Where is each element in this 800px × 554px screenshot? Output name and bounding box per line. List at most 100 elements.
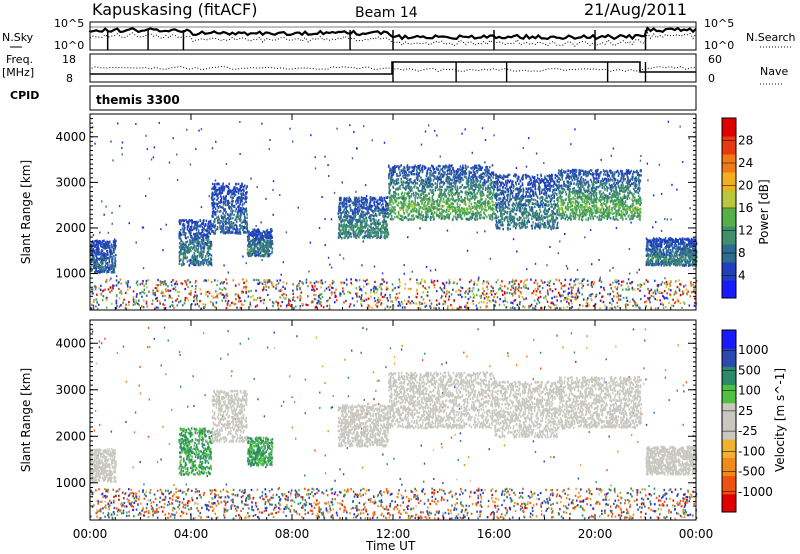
power-point (343, 232, 346, 236)
noise-point (583, 278, 585, 281)
power-point (339, 231, 341, 235)
noise-point (409, 278, 411, 281)
noise-point (216, 283, 218, 287)
power-point (111, 264, 113, 268)
power-point (355, 232, 357, 235)
noise-point (221, 293, 223, 296)
noise-point (396, 296, 399, 299)
power-point (361, 202, 364, 205)
sparse-point (324, 243, 326, 246)
noise-point (537, 287, 539, 290)
noise-point (187, 285, 189, 289)
noise-point (492, 290, 495, 293)
power-point (361, 227, 364, 230)
power-point (98, 250, 100, 254)
power-point (402, 186, 404, 189)
power-point (460, 190, 462, 193)
power-point (374, 207, 376, 211)
power-point (436, 184, 439, 188)
power-point (189, 233, 192, 236)
power-point (346, 220, 349, 223)
power-point (257, 228, 260, 231)
power-point (416, 210, 418, 213)
noise-point (625, 302, 628, 306)
power-point (469, 197, 472, 200)
power-point (364, 226, 367, 229)
power-point (342, 205, 344, 208)
noise-point (534, 305, 537, 308)
noise-point (555, 303, 557, 307)
power-point (239, 224, 242, 227)
noise-point (194, 294, 196, 297)
power-point (246, 224, 248, 228)
noise-point (256, 304, 259, 307)
power-point (380, 211, 382, 214)
noise-point (373, 290, 375, 293)
sparse-point (118, 205, 121, 208)
power-point (248, 240, 250, 244)
noise-point (163, 304, 166, 307)
noise-point (124, 306, 127, 310)
power-point (91, 253, 94, 256)
power-point (491, 206, 494, 210)
power-point (188, 227, 191, 231)
power-point (455, 171, 458, 174)
noise-point (560, 282, 563, 285)
noise-point (224, 288, 227, 291)
power-point (235, 220, 238, 223)
noise-point (453, 299, 455, 302)
noise-point (397, 304, 399, 307)
noise-point (560, 300, 562, 303)
power-point (194, 240, 196, 244)
power-point (211, 212, 214, 215)
power-point (95, 243, 97, 246)
noise-point (159, 283, 162, 286)
power-point (383, 221, 385, 224)
power-point (375, 214, 378, 217)
noise-point (488, 299, 491, 303)
power-point (99, 264, 102, 268)
power-point (436, 175, 439, 178)
noise-point (154, 293, 157, 297)
noise-point (645, 300, 648, 303)
power-point (233, 204, 236, 208)
power-point (208, 220, 210, 223)
power-point (240, 226, 242, 229)
noise-point (105, 298, 108, 301)
power-point (182, 257, 185, 261)
power-point (270, 234, 273, 238)
power-point (194, 245, 196, 248)
power-point (237, 182, 240, 186)
noise-point (532, 290, 535, 293)
noise-point (141, 290, 143, 293)
noise-point (96, 301, 98, 304)
power-point (269, 233, 271, 237)
power-point (234, 193, 237, 196)
noise-point (326, 304, 328, 308)
noise-point (467, 292, 469, 295)
power-point (106, 252, 109, 255)
power-point (207, 248, 210, 251)
noise-point (447, 304, 449, 308)
power-point (114, 265, 117, 268)
sparse-point (112, 159, 114, 162)
noise-point (205, 279, 208, 282)
power-point (491, 212, 494, 216)
noise-point (403, 299, 406, 302)
power-point (251, 231, 253, 234)
sparse-point (446, 229, 449, 232)
sparse-point (660, 192, 663, 195)
noise-point (549, 288, 552, 291)
sparse-point (342, 257, 345, 260)
power-point (108, 244, 110, 248)
noise-point (328, 288, 331, 292)
power-point (357, 197, 359, 201)
noise-point (682, 285, 685, 288)
power-point (106, 245, 108, 248)
power-point (438, 188, 441, 191)
sparse-point (239, 152, 241, 155)
power-point (454, 193, 456, 196)
noise-point (109, 279, 111, 282)
power-point (365, 216, 368, 219)
power-point (346, 225, 348, 228)
